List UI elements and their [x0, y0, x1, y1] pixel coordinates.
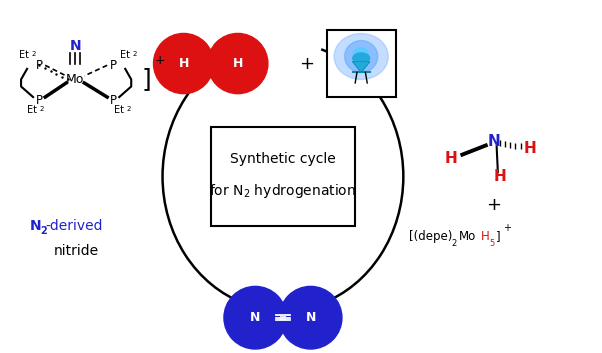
Text: 2: 2 — [132, 51, 137, 57]
Ellipse shape — [353, 48, 368, 62]
Text: +: + — [503, 223, 510, 233]
Text: Synthetic cycle: Synthetic cycle — [230, 152, 336, 166]
Ellipse shape — [353, 53, 370, 64]
Text: H: H — [445, 151, 458, 166]
Text: P: P — [36, 94, 43, 107]
Text: +: + — [486, 196, 501, 214]
Text: for N$_2$ hydrogenation: for N$_2$ hydrogenation — [209, 182, 356, 199]
Text: -derived: -derived — [46, 219, 104, 233]
Text: 2: 2 — [126, 106, 131, 112]
Text: +: + — [155, 54, 166, 66]
Text: Et: Et — [114, 106, 124, 115]
Text: 2: 2 — [40, 226, 47, 236]
Text: P: P — [110, 94, 117, 107]
Text: N: N — [30, 219, 42, 233]
Ellipse shape — [154, 34, 214, 94]
Text: H: H — [493, 169, 506, 184]
Text: 5: 5 — [489, 239, 495, 248]
Text: H: H — [232, 57, 243, 70]
Ellipse shape — [224, 286, 287, 349]
Text: N: N — [487, 134, 500, 149]
Text: N: N — [250, 311, 261, 324]
Text: 2: 2 — [452, 239, 457, 248]
Bar — [211, 127, 355, 226]
Text: ≡: ≡ — [279, 313, 287, 323]
Ellipse shape — [334, 34, 388, 79]
Text: P: P — [36, 59, 43, 72]
Text: Et: Et — [19, 50, 29, 60]
Text: ]: ] — [495, 230, 500, 243]
Ellipse shape — [208, 34, 268, 94]
Text: Mo: Mo — [459, 230, 477, 243]
Text: H: H — [178, 57, 189, 70]
Ellipse shape — [344, 41, 378, 72]
Text: ]: ] — [141, 67, 151, 91]
Text: H: H — [480, 230, 489, 243]
Text: nitride: nitride — [54, 244, 99, 258]
Text: H: H — [523, 141, 536, 156]
Text: 2: 2 — [39, 106, 43, 112]
Text: Mo: Mo — [66, 73, 84, 86]
Text: N: N — [69, 39, 81, 53]
Text: N: N — [305, 311, 316, 324]
Text: [(depe): [(depe) — [409, 230, 453, 243]
Text: 2: 2 — [32, 51, 36, 57]
Polygon shape — [353, 62, 370, 72]
Bar — [326, 30, 396, 97]
Text: Et: Et — [120, 50, 130, 60]
Ellipse shape — [279, 286, 342, 349]
Text: +: + — [300, 55, 314, 72]
Text: Et: Et — [27, 106, 37, 115]
Text: P: P — [110, 59, 117, 72]
